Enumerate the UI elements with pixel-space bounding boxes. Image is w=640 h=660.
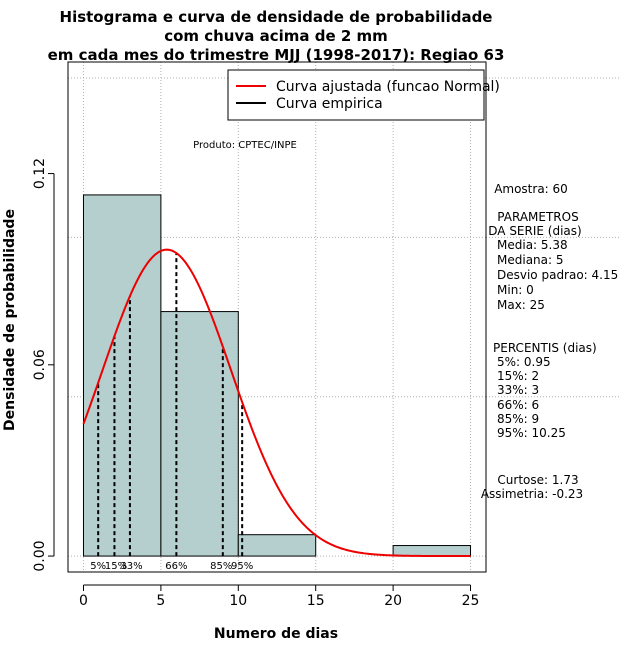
- y-axis-label: Densidade de probabilidade: [2, 209, 18, 431]
- legend-label: Curva empirica: [276, 96, 383, 112]
- chart-title-line: em cada mes do trimestre MJJ (1998-2017)…: [48, 46, 505, 64]
- plot-border: [67, 61, 487, 573]
- stats-panel-line: DA SERIE (dias): [488, 224, 581, 238]
- percentile-label: 15%: [105, 561, 127, 572]
- stats-panel-line: Amostra: 60: [494, 182, 568, 196]
- histogram-bar: [82, 194, 162, 557]
- stats-panel-line: 95%: 10.25: [497, 426, 566, 440]
- x-tick-label: 10: [229, 593, 247, 609]
- stats-panel-line: 5%: 0.95: [497, 355, 551, 369]
- stats-panel-line: Assimetria: -0.23: [481, 487, 583, 501]
- x-tick-label: 0: [79, 593, 88, 609]
- x-tick-label: 15: [307, 593, 325, 609]
- x-tick-label: 25: [462, 593, 480, 609]
- stats-panel-line: Mediana: 5: [497, 253, 564, 267]
- stats-panel-line: 66%: 6: [497, 398, 539, 412]
- legend-label: Curva ajustada (funcao Normal): [276, 79, 500, 95]
- stats-panel-line: PERCENTIS (dias): [493, 341, 597, 355]
- y-tick-label: 0.12: [32, 158, 48, 189]
- x-tick-label: 5: [156, 593, 165, 609]
- stats-panel-line: Desvio padrao: 4.15: [497, 268, 618, 282]
- stats-panel-line: PARAMETROS: [497, 210, 578, 224]
- percentile-label: 5%: [90, 561, 106, 572]
- stats-panel-line: 85%: 9: [497, 412, 539, 426]
- percentile-label: 85%: [210, 561, 232, 572]
- stats-panel-line: Min: 0: [497, 283, 534, 297]
- product-label: Produto: CPTEC/INPE: [193, 140, 297, 151]
- normal-fit-curve: [82, 248, 471, 558]
- stats-panel-line: 15%: 2: [497, 369, 539, 383]
- stats-panel-line: 33%: 3: [497, 383, 539, 397]
- histogram-bar: [392, 545, 472, 557]
- stats-panel-line: Max: 25: [497, 298, 545, 312]
- x-axis-label: Numero de dias: [214, 626, 338, 642]
- percentile-label: 66%: [165, 561, 187, 572]
- histogram-bar: [160, 311, 239, 557]
- stats-panel-line: Media: 5.38: [497, 238, 568, 252]
- histogram-bar: [237, 534, 317, 557]
- percentile-label: 95%: [231, 561, 253, 572]
- y-tick-label: 0.00: [32, 540, 48, 571]
- y-tick-label: 0.06: [32, 349, 48, 380]
- chart-title-line: Histograma e curva de densidade de proba…: [60, 8, 493, 26]
- chart-title-line: com chuva acima de 2 mm: [164, 27, 388, 45]
- legend-box: [227, 69, 485, 121]
- percentile-label: 33%: [120, 561, 142, 572]
- stats-panel-line: Curtose: 1.73: [497, 473, 578, 487]
- x-tick-label: 20: [384, 593, 402, 609]
